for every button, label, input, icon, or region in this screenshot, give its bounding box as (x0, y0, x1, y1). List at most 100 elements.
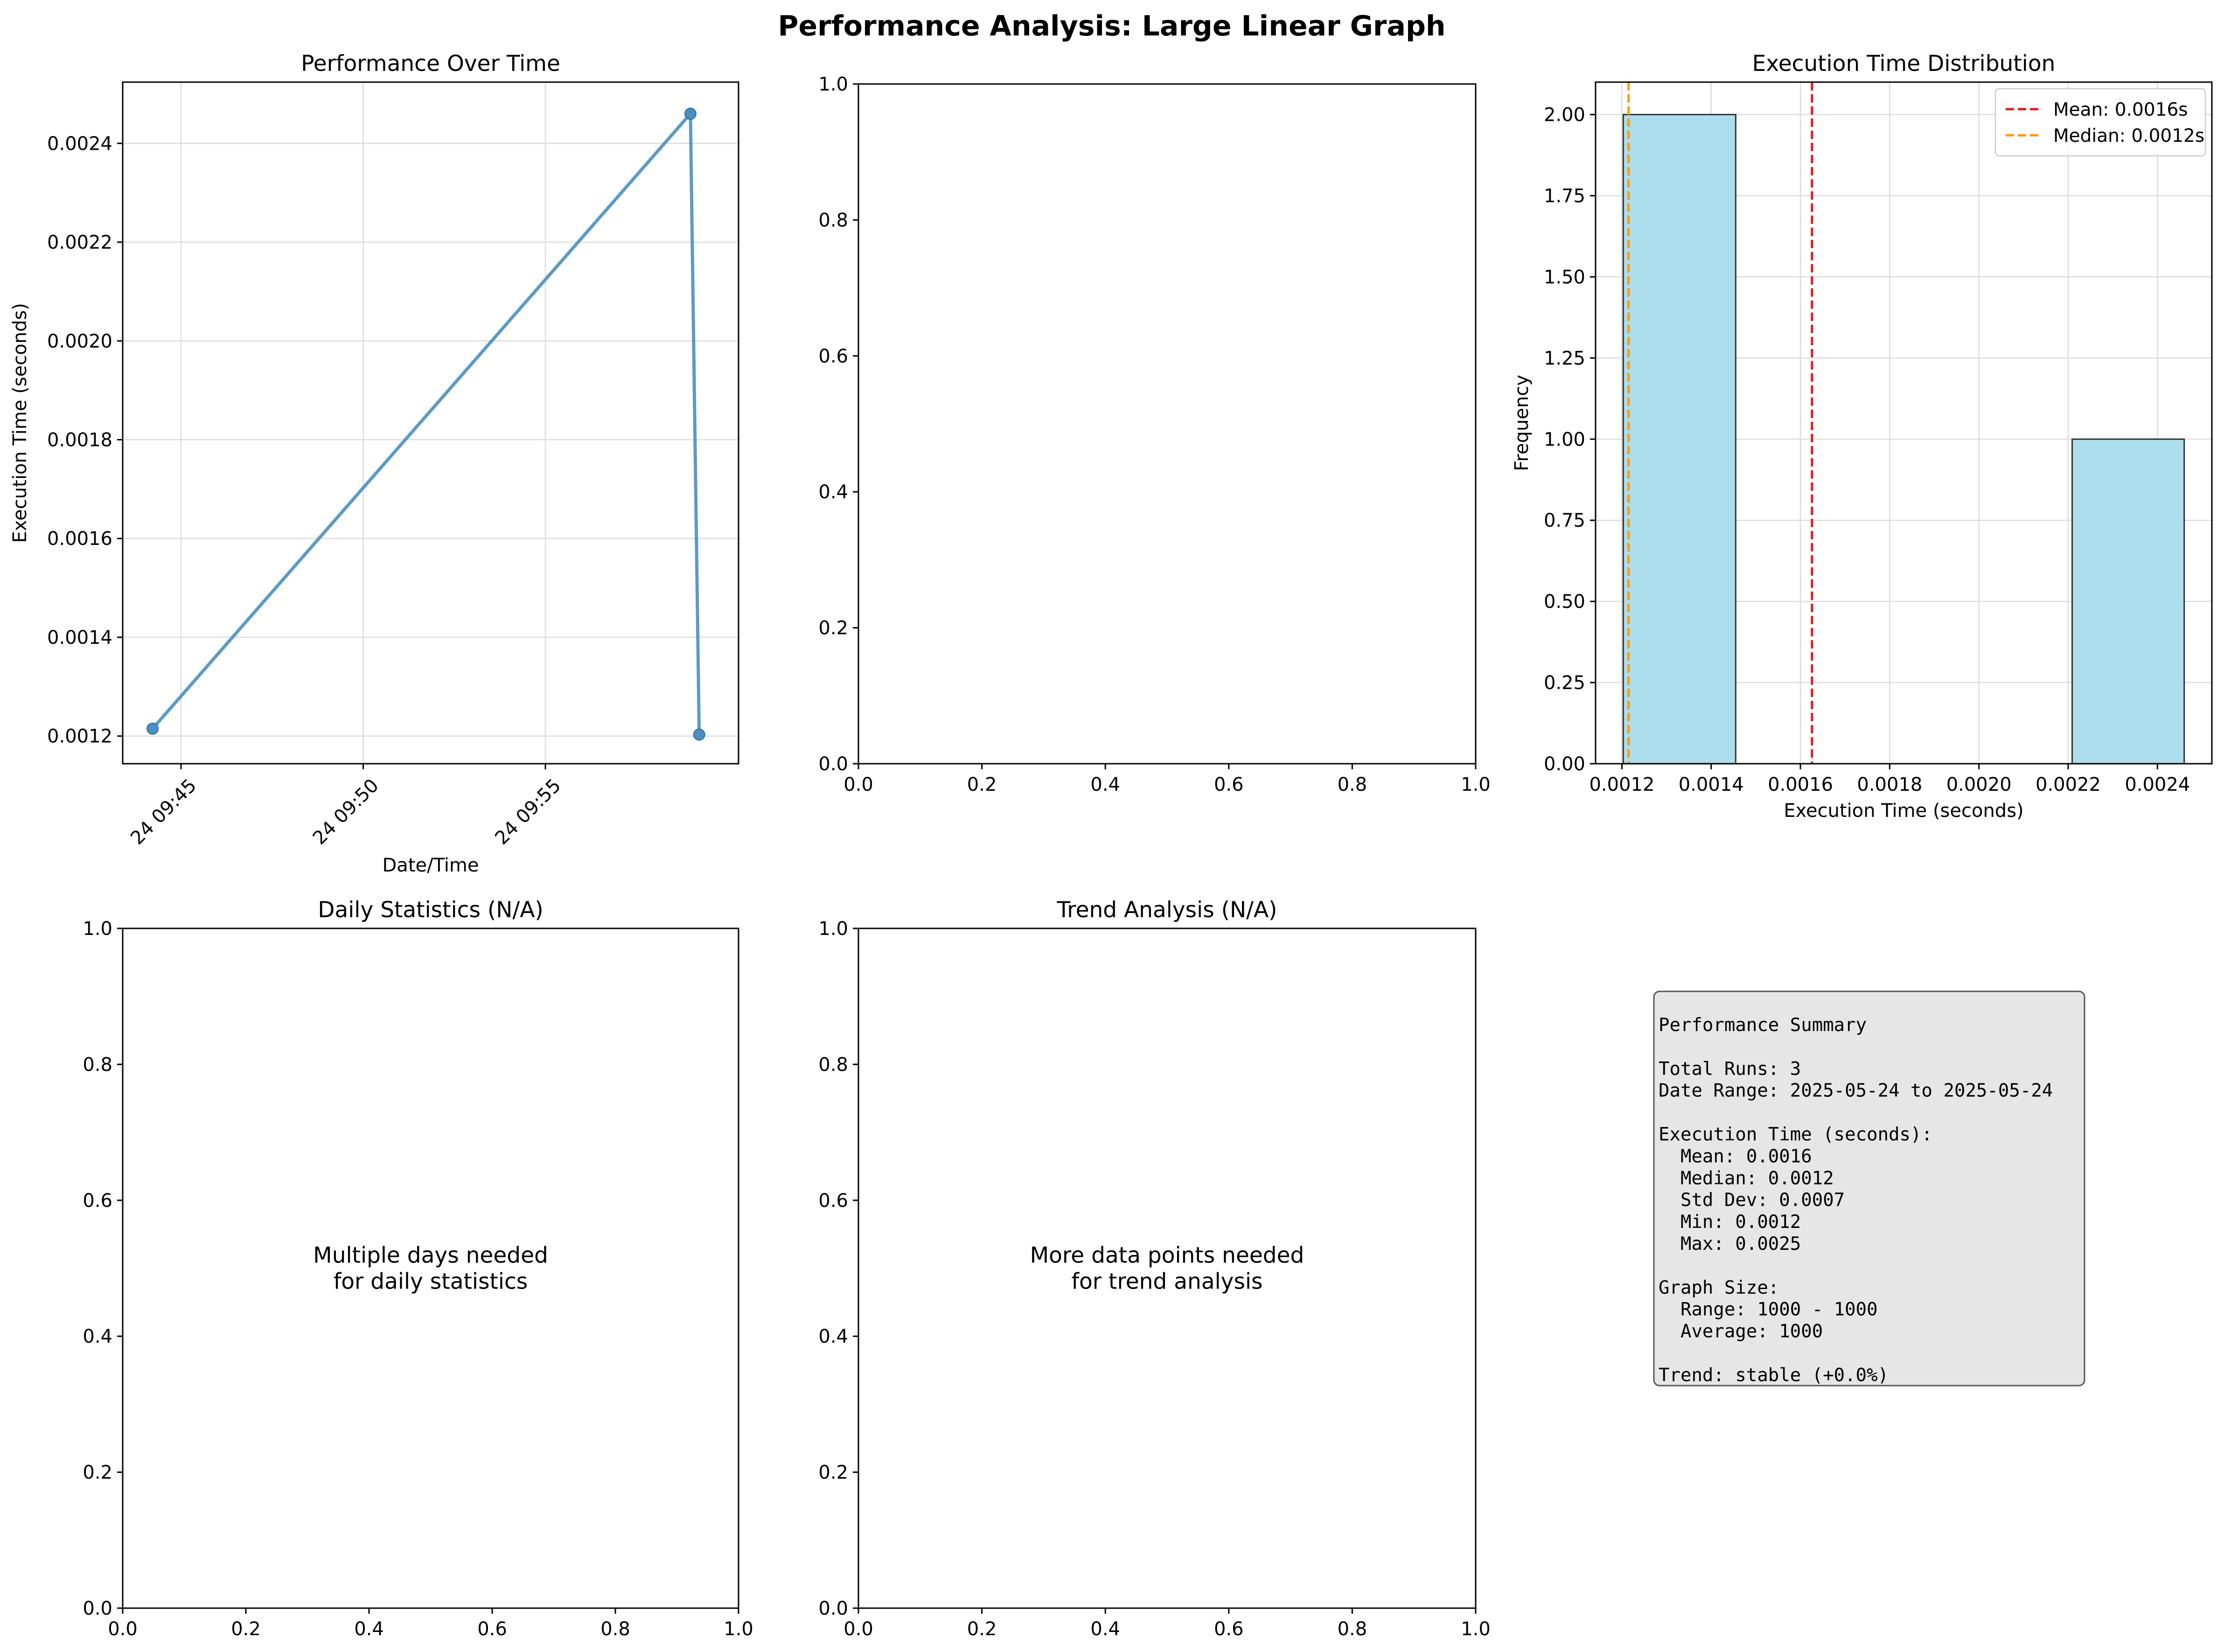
y-tick-label: 1.50 (1544, 266, 1585, 288)
y-tick-label: 0.0 (818, 1598, 848, 1619)
summary-box (1653, 990, 2085, 1387)
legend-box (1994, 88, 2206, 157)
summary-line: Performance Summary (1659, 1015, 1867, 1036)
x-tick-label: 0.4 (1090, 774, 1120, 795)
summary-line: Total Runs: 3 (1659, 1059, 1801, 1080)
x-tick-label: 0.0 (844, 774, 873, 795)
y-tick-label: 0.4 (818, 1326, 848, 1347)
axes-message: for daily statistics (334, 1269, 528, 1295)
axes-frame (122, 81, 739, 765)
summary-line: Execution Time (seconds): (1659, 1124, 1932, 1145)
y-tick-label: 1.0 (83, 918, 112, 940)
empty-axes-axes: 0.0 0.2 0.4 0.6 0.8 1.0 0.0 0.2 0.4 0.6 0.8 1.0 (818, 74, 1490, 795)
x-tick-label: 0.0022 (2036, 774, 2101, 795)
y-tick-label: 0.4 (83, 1326, 112, 1347)
y-tick-label: 0.50 (1544, 591, 1585, 613)
x-tick-label: 0.8 (1338, 774, 1367, 795)
y-tick-label: 0.0022 (47, 232, 112, 253)
histogram-bar (1622, 114, 1736, 765)
y-tick-label: 0.2 (818, 618, 848, 639)
data-point (146, 722, 159, 735)
summary-line: Mean: 0.0016 (1659, 1146, 1812, 1167)
daily-statistics-axes: 0.0 0.2 0.4 0.6 0.8 1.0 0.0 0.2 0.4 0.6 0.8 1.0 Dail… (83, 897, 753, 1640)
panels: 0.00120.00140.00160.00180.00200.00220.00… (9, 51, 2213, 1640)
data-point (684, 107, 697, 120)
legend: Mean: 0.0016s Median: 0.0012s (1994, 88, 2206, 157)
x-axis-label: Date/Time (383, 855, 479, 876)
y-tick-label: 0.0 (818, 753, 848, 775)
x-axis-label: Execution Time (seconds) (1784, 800, 2023, 822)
y-tick-label: 0.8 (83, 1054, 112, 1075)
y-tick-label: 1.75 (1544, 186, 1585, 207)
legend-label: Median: 0.0012s (2053, 125, 2204, 146)
y-tick-label: 1.25 (1544, 348, 1585, 369)
y-tick-label: 0.2 (818, 1462, 848, 1484)
x-tick-label: 0.4 (354, 1618, 384, 1640)
y-tick-label: 0.6 (818, 346, 848, 367)
x-tick-label: 0.2 (967, 774, 997, 795)
suptitle: Performance Analysis: Large Linear Graph (778, 10, 1445, 42)
x-tick-label: 0.0012 (1589, 774, 1654, 795)
x-tick-label: 24 09:50 (309, 775, 383, 849)
x-tick-label: 0.0020 (1946, 774, 2012, 795)
execution-time-distribution-axes: 0.00 0.25 0.50 0.75 1.00 1.25 1.50 1.75 2.00 0.00… (1511, 51, 2213, 822)
x-tick-label: 0.2 (231, 1618, 261, 1640)
axes-frame (122, 927, 739, 1609)
summary-line: Std Dev: 0.0007 (1659, 1190, 1845, 1211)
x-tick-label: 24 09:45 (126, 775, 201, 849)
trend-analysis-axes: 0.0 0.2 0.4 0.6 0.8 1.0 0.0 0.2 0.4 0.6 0.8 1.0 Tren… (818, 897, 1490, 1640)
y-tick-label: 0.0024 (47, 133, 112, 154)
x-tick-label: 0.2 (967, 1618, 997, 1640)
y-tick-label: 0.8 (818, 1054, 848, 1075)
x-tick-label: 1.0 (1461, 1618, 1491, 1640)
x-tick-label: 0.8 (1338, 1618, 1367, 1640)
summary-line: Graph Size: (1659, 1277, 1779, 1298)
data-point (693, 728, 705, 741)
histogram-bar (2071, 438, 2185, 765)
axes-frame (858, 83, 1477, 765)
y-tick-label: 0.0018 (47, 429, 112, 451)
x-tick-label: 0.8 (600, 1618, 630, 1640)
y-tick-label: 0.0016 (47, 528, 112, 550)
x-tick-label: 0.6 (477, 1618, 507, 1640)
y-tick-label: 0.25 (1544, 672, 1585, 694)
x-tick-label: 0.0 (108, 1618, 138, 1640)
axes-title: Execution Time Distribution (1752, 51, 2056, 77)
y-tick-label: 0.2 (83, 1462, 112, 1484)
x-tick-label: 0.6 (1214, 774, 1244, 795)
y-tick-label: 2.00 (1544, 105, 1585, 126)
series-line (151, 112, 701, 737)
y-tick-label: 1.00 (1544, 429, 1585, 450)
x-tick-label: 0.0024 (2125, 774, 2190, 795)
summary-line: Date Range: 2025-05-24 to 2025-05-24 (1659, 1080, 2053, 1101)
axes-title: Daily Statistics (N/A) (318, 897, 543, 923)
x-tick-label: 0.0016 (1768, 774, 1833, 795)
y-axis-label: Frequency (1511, 375, 1533, 471)
y-tick-label: 0.8 (818, 209, 848, 231)
summary-line: Median: 0.0012 (1659, 1168, 1834, 1189)
summary-line: Max: 0.0025 (1659, 1234, 1801, 1255)
x-tick-label: 0.0018 (1857, 774, 1922, 795)
x-tick-label: 0.4 (1090, 1618, 1120, 1640)
axes-message: More data points needed (1030, 1243, 1304, 1269)
axes-title: Trend Analysis (N/A) (1057, 897, 1277, 923)
y-tick-label: 0.6 (818, 1190, 848, 1212)
y-tick-label: 1.0 (818, 74, 848, 95)
y-tick-label: 0.0020 (47, 331, 112, 352)
summary-line: Min: 0.0012 (1659, 1212, 1801, 1233)
axes-frame (858, 927, 1477, 1609)
axes-frame (1595, 81, 2213, 765)
y-tick-label: 0.6 (83, 1190, 112, 1212)
axes-message: for trend analysis (1071, 1269, 1262, 1295)
y-tick-label: 0.0 (83, 1598, 112, 1619)
axes-message: Multiple days needed (313, 1243, 548, 1269)
axes-title: Performance Over Time (301, 51, 560, 77)
x-tick-label: 1.0 (1461, 774, 1491, 795)
y-tick-label: 0.0012 (47, 726, 112, 747)
performance-over-time-axes: 0.0012 0.0014 0.0016 0.0018 0.0020 0.0022 0.00… (9, 51, 739, 876)
y-tick-label: 1.0 (818, 918, 848, 940)
summary-line: Average: 1000 (1659, 1321, 1823, 1342)
y-tick-label: 0.75 (1544, 510, 1585, 531)
